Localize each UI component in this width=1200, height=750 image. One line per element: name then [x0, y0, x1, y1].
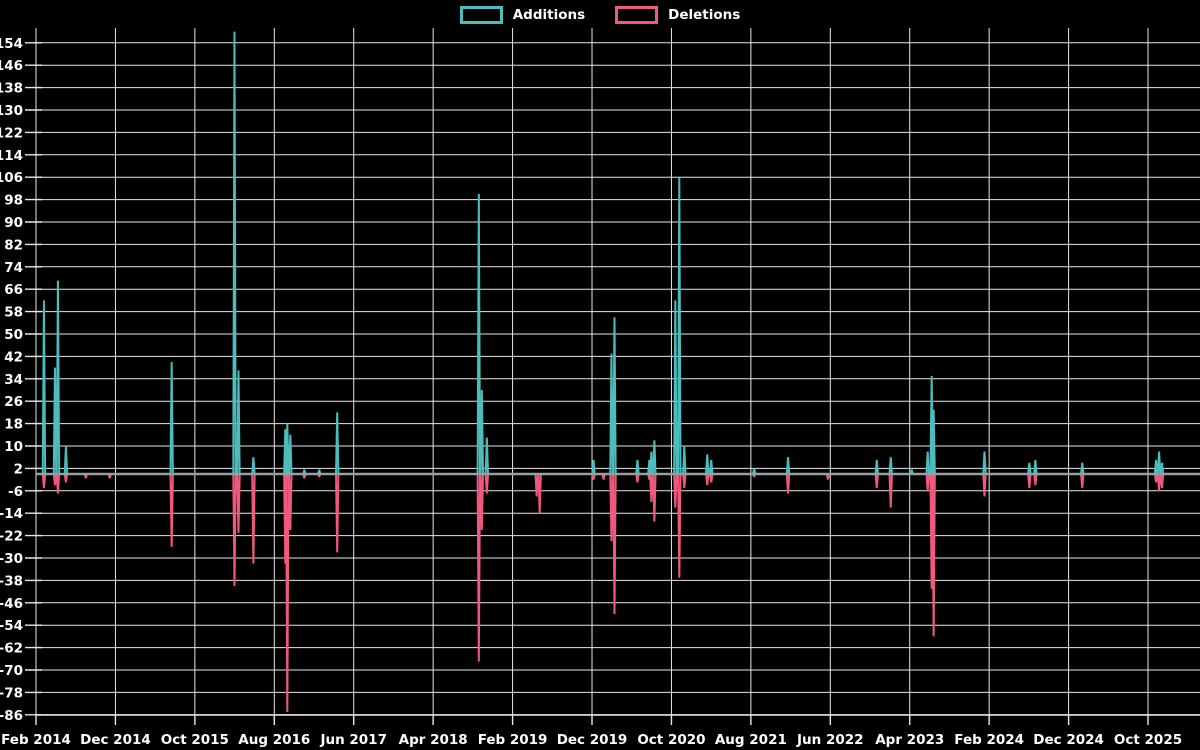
y-tick-label: 42 — [4, 349, 23, 365]
legend: Additions Deletions — [0, 6, 1200, 24]
x-tick-label: Jun 2017 — [319, 732, 387, 748]
y-tick-label: 146 — [0, 58, 23, 74]
y-tick-label: 50 — [4, 327, 23, 343]
x-tick-label: Oct 2025 — [1114, 732, 1182, 748]
y-tick-label: -6 — [8, 484, 23, 500]
x-tick-label: Apr 2018 — [399, 732, 468, 748]
y-tick-label: 138 — [0, 81, 23, 97]
y-tick-label: 26 — [4, 394, 23, 410]
y-tick-label: 98 — [4, 193, 23, 209]
x-tick-label: Dec 2014 — [80, 732, 151, 748]
x-tick-label: Feb 2014 — [1, 732, 71, 748]
legend-item-additions[interactable]: Additions — [459, 6, 586, 24]
deletions-swatch-icon — [615, 6, 659, 24]
y-tick-label: 106 — [0, 170, 23, 186]
y-tick-labels: 154 146 138 130 122 114 106 98 90 82 74 66 58 50 42 34 2… — [0, 36, 23, 724]
y-tick-label: 122 — [0, 125, 23, 141]
y-tick-label: -78 — [0, 685, 23, 701]
y-tick-label: -54 — [0, 618, 23, 634]
y-tick-label: 18 — [4, 417, 23, 433]
y-tick-label: -86 — [0, 708, 23, 724]
x-tick-label: Dec 2024 — [1033, 732, 1104, 748]
y-tick-label: -22 — [0, 529, 23, 545]
y-tick-label: 66 — [4, 282, 23, 298]
x-tick-labels: Feb 2014 Dec 2014 Oct 2015 Aug 2016 Jun 2017… — [1, 732, 1182, 748]
y-tick-label: 82 — [4, 237, 23, 253]
y-tick-label: -30 — [0, 551, 23, 567]
x-gridlines — [35, 28, 1149, 725]
legend-item-deletions[interactable]: Deletions — [615, 6, 740, 24]
x-tick-label: Jun 2022 — [796, 732, 864, 748]
y-tick-label: 114 — [0, 148, 23, 164]
x-tick-label: Oct 2015 — [161, 732, 229, 748]
y-tick-label: 34 — [4, 372, 23, 388]
y-tick-label: -38 — [0, 573, 23, 589]
x-tick-label: Oct 2020 — [637, 732, 705, 748]
y-tick-label: 74 — [4, 260, 23, 276]
y-tick-label: -62 — [0, 641, 23, 657]
x-tick-label: Feb 2024 — [954, 732, 1024, 748]
legend-deletions-label: Deletions — [668, 7, 741, 23]
y-tick-label: 154 — [0, 36, 23, 52]
x-tick-label: Dec 2019 — [557, 732, 628, 748]
legend-additions-label: Additions — [512, 7, 586, 23]
y-tick-label: -46 — [0, 596, 23, 612]
y-tick-label: 90 — [4, 215, 23, 231]
x-tick-label: Aug 2021 — [715, 732, 787, 748]
y-tick-label: -14 — [0, 506, 23, 522]
x-tick-label: Feb 2019 — [478, 732, 548, 748]
y-tick-label: 10 — [4, 439, 23, 455]
y-tick-label: 130 — [0, 103, 23, 119]
additions-series — [36, 31, 1200, 475]
y-tick-label: 58 — [4, 305, 23, 321]
x-tick-label: Aug 2016 — [238, 732, 310, 748]
x-tick-label: Apr 2023 — [875, 732, 944, 748]
y-tick-label: -70 — [0, 663, 23, 679]
y-tick-label: 2 — [14, 461, 23, 477]
deletions-series — [36, 473, 1200, 713]
additions-swatch-icon — [459, 6, 503, 24]
